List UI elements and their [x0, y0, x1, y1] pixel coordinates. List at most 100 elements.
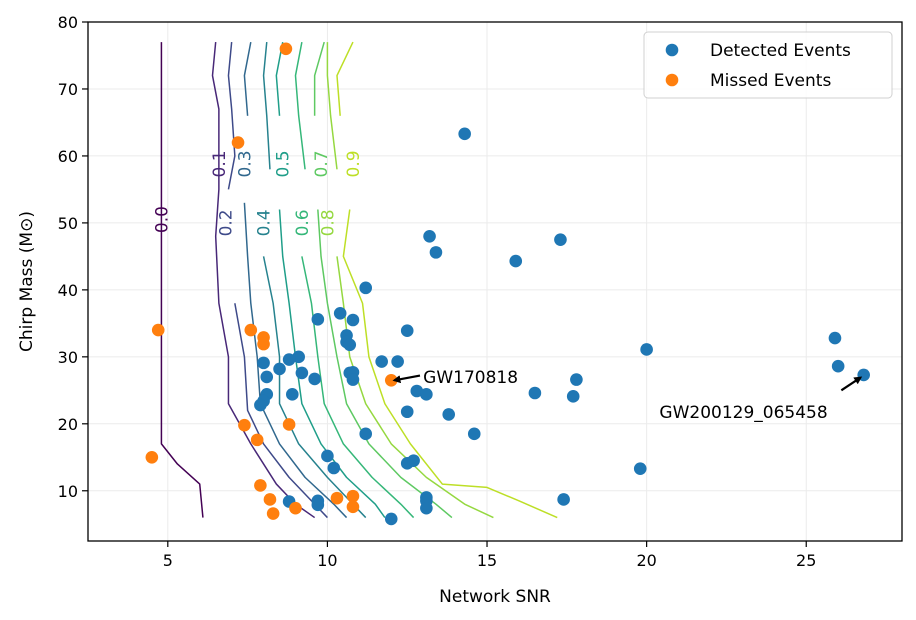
contour-line: [243, 41, 252, 116]
detected-event-point: [429, 246, 443, 259]
detected-event-point: [308, 372, 321, 386]
y-tick-label: 80: [58, 13, 78, 32]
legend-marker: [665, 43, 679, 57]
annotation-label: GW200129_065458: [659, 403, 827, 423]
x-axis-label: Network SNR: [439, 587, 551, 607]
detected-event-point: [346, 373, 360, 386]
contour-line: [294, 41, 306, 170]
detected-event-point: [346, 313, 360, 327]
contour-line: [278, 209, 386, 518]
axis-ticks: 5 10 15 20 25 10 20 30 40 50 60 70 80: [58, 13, 817, 570]
x-tick-label: 25: [796, 551, 816, 570]
detected-event-point: [423, 229, 436, 243]
y-tick-label: 10: [58, 482, 78, 501]
x-tick-label: 10: [317, 551, 337, 570]
contour-line: [326, 42, 338, 170]
detected-event-point: [633, 462, 647, 475]
missed-event-point: [231, 136, 245, 149]
y-tick-label: 50: [58, 214, 78, 233]
detected-event-point: [566, 390, 580, 403]
missed-event-point: [289, 501, 302, 515]
contour-label: 0.2: [216, 209, 236, 236]
contour-line: [313, 41, 325, 116]
legend: Detected Events Missed Events: [643, 31, 893, 99]
detected-event-point: [407, 454, 420, 467]
detected-event-point: [384, 512, 398, 526]
detected-event-point: [359, 427, 373, 441]
missed-event-point: [279, 42, 293, 56]
detected-event-point: [343, 338, 357, 352]
contour-label: 0.9: [344, 150, 364, 177]
contour-line: [336, 41, 354, 116]
y-tick-label: 60: [58, 147, 78, 166]
missed-event-point: [266, 507, 280, 520]
contour-labels: 0.0 0.1 0.2 0.3 0.4 0.5 0.6 0.7 0.8 0.9: [152, 150, 364, 236]
detected-event-point: [282, 353, 296, 366]
detected-event-point: [292, 350, 305, 364]
contour-line: [211, 42, 316, 519]
contour-label: 0.7: [312, 150, 332, 177]
x-tick-label: 15: [477, 551, 497, 570]
y-tick-label: 30: [58, 348, 78, 367]
contour-line: [227, 42, 236, 190]
y-tick-label: 20: [58, 415, 78, 434]
detected-event-point: [570, 373, 583, 386]
missed-event-point: [346, 500, 360, 514]
detected-event-point: [420, 501, 433, 515]
missed-event-point: [151, 323, 165, 337]
grid-lines: [88, 21, 902, 541]
legend-marker: [665, 73, 679, 87]
contour-line: [160, 42, 204, 518]
detected-event-point: [391, 355, 404, 368]
contour-line: [262, 256, 367, 519]
contour-label: 0.1: [210, 150, 230, 177]
plot-frame: [87, 21, 903, 542]
annotation-arrow: [392, 374, 421, 384]
contour-label: 0.5: [274, 150, 294, 177]
detected-event-point: [420, 388, 433, 401]
detected-event-point: [640, 343, 653, 356]
detected-event-point: [254, 398, 267, 412]
annotation-label: GW170818: [423, 368, 518, 388]
detected-event-point: [327, 461, 341, 475]
y-axis-label: Chirp Mass (M⊙): [17, 211, 37, 352]
detected-event-point: [311, 313, 325, 326]
detected-event-point: [359, 281, 373, 295]
detected-event-point: [410, 384, 424, 398]
missed-event-point: [330, 491, 344, 505]
contour-label: 0.8: [318, 209, 338, 236]
detected-event-point: [442, 408, 456, 421]
contour-line: [342, 209, 558, 519]
contour-line: [275, 41, 284, 116]
detected-event-point: [400, 324, 414, 338]
annotation-arrow: [840, 376, 863, 392]
detected-event-point: [321, 449, 334, 463]
scatter-points: [145, 42, 870, 526]
detected-event-point: [257, 356, 270, 370]
legend-entry: Detected Events: [710, 41, 851, 61]
detected-event-point: [557, 493, 570, 506]
x-tick-label: 20: [636, 551, 656, 570]
missed-event-point: [238, 418, 251, 432]
detected-event-point: [831, 359, 845, 373]
missed-event-point: [250, 433, 264, 447]
missed-event-point: [145, 450, 159, 464]
detected-event-point: [554, 233, 567, 246]
detected-event-point: [400, 405, 414, 419]
y-tick-label: 70: [58, 80, 78, 99]
detected-event-point: [509, 254, 523, 268]
legend-box: [643, 31, 893, 99]
missed-event-point: [254, 479, 267, 492]
missed-event-point: [244, 323, 258, 337]
missed-event-point: [257, 337, 270, 351]
contour-lines: [160, 41, 558, 519]
contour-label: 0.3: [235, 150, 255, 177]
missed-event-point: [282, 418, 296, 431]
detected-event-point: [333, 307, 347, 320]
x-tick-label: 5: [163, 551, 173, 570]
annotations: GW170818 GW200129_065458: [392, 368, 863, 423]
legend-entry: Missed Events: [710, 71, 831, 91]
y-tick-label: 40: [58, 281, 78, 300]
detected-event-point: [528, 386, 542, 400]
